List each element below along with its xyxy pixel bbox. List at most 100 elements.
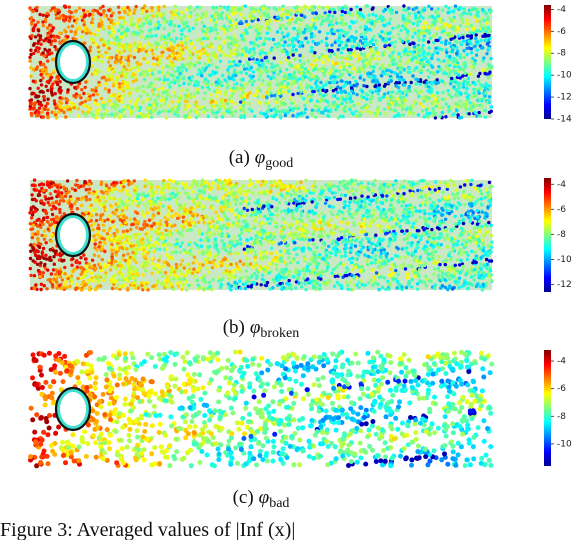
sample-point bbox=[41, 76, 45, 80]
sample-point bbox=[489, 105, 494, 109]
sample-point bbox=[119, 109, 124, 114]
sample-point bbox=[298, 59, 302, 63]
sample-point bbox=[203, 77, 207, 81]
sample-point bbox=[265, 31, 269, 35]
sample-point bbox=[56, 82, 60, 87]
sample-point bbox=[82, 103, 86, 108]
sample-point bbox=[84, 113, 89, 118]
sample-point bbox=[42, 39, 46, 43]
sample-point bbox=[319, 185, 324, 189]
sample-point bbox=[155, 102, 159, 106]
sample-point bbox=[28, 86, 32, 91]
sample-point bbox=[398, 77, 402, 81]
sample-point bbox=[33, 35, 38, 39]
sample-point bbox=[227, 71, 231, 75]
sample-point bbox=[132, 55, 137, 60]
sample-point bbox=[128, 45, 132, 49]
sample-point bbox=[299, 71, 303, 76]
sample-point bbox=[263, 36, 268, 41]
sample-point bbox=[347, 92, 351, 96]
sample-point bbox=[104, 78, 108, 82]
sample-point bbox=[46, 108, 50, 112]
sample-point bbox=[265, 95, 269, 99]
sample-point bbox=[117, 44, 121, 49]
sample-point bbox=[156, 242, 160, 246]
sample-point bbox=[181, 77, 185, 81]
sample-point bbox=[227, 54, 231, 58]
caption-subscript: good bbox=[265, 156, 293, 171]
sample-point bbox=[455, 108, 459, 113]
sample-point bbox=[227, 234, 231, 238]
sample-point bbox=[241, 104, 246, 108]
sample-point bbox=[375, 62, 379, 66]
sample-point bbox=[440, 79, 445, 83]
sample-point bbox=[368, 278, 373, 282]
sample-point bbox=[472, 278, 476, 282]
sample-point bbox=[205, 108, 209, 112]
sample-point bbox=[291, 108, 295, 113]
sample-point bbox=[169, 38, 174, 42]
sample-point bbox=[279, 38, 284, 42]
sample-point bbox=[401, 214, 405, 218]
sample-point bbox=[402, 237, 406, 242]
sample-point bbox=[57, 8, 61, 12]
sample-point bbox=[312, 242, 316, 247]
sample-point bbox=[305, 82, 309, 87]
sample-point bbox=[256, 44, 261, 48]
sample-point bbox=[368, 40, 373, 44]
sample-point bbox=[264, 251, 269, 255]
sample-point bbox=[467, 112, 471, 116]
sample-point bbox=[205, 266, 209, 270]
sample-point bbox=[340, 18, 345, 23]
sample-point bbox=[436, 57, 440, 62]
sample-point bbox=[438, 17, 442, 21]
sample-point bbox=[472, 45, 476, 49]
sample-point bbox=[194, 22, 198, 27]
panel: -4-6-8-10-12-14(a) φgood bbox=[28, 4, 572, 171]
sample-point bbox=[414, 6, 419, 10]
sample-point bbox=[161, 274, 165, 278]
sample-point bbox=[277, 41, 281, 46]
sample-point bbox=[303, 15, 307, 19]
sample-point bbox=[154, 11, 159, 15]
sample-point bbox=[222, 28, 226, 32]
sample-point bbox=[97, 53, 102, 57]
sample-point bbox=[91, 13, 95, 17]
sample-point bbox=[239, 113, 243, 118]
sample-point bbox=[343, 250, 348, 255]
sample-point bbox=[100, 23, 104, 27]
sample-point bbox=[90, 238, 95, 243]
sample-point bbox=[486, 33, 491, 38]
sample-point bbox=[287, 38, 292, 42]
sample-point bbox=[102, 278, 106, 282]
sample-point bbox=[314, 11, 318, 15]
sample-point bbox=[156, 77, 160, 82]
sample-point bbox=[105, 109, 109, 113]
sample-point bbox=[97, 254, 101, 258]
sample-point bbox=[243, 54, 248, 58]
sample-point bbox=[240, 196, 244, 201]
sample-point bbox=[447, 74, 451, 79]
sample-point bbox=[310, 93, 314, 97]
sample-point bbox=[146, 41, 151, 46]
sample-point bbox=[143, 4, 147, 8]
sample-point bbox=[299, 82, 303, 87]
sample-point bbox=[148, 106, 152, 111]
sample-point bbox=[289, 8, 293, 13]
sample-point bbox=[162, 78, 167, 82]
sample-point bbox=[367, 224, 372, 228]
sample-point bbox=[429, 87, 434, 91]
sample-point bbox=[483, 115, 487, 120]
sample-point bbox=[237, 62, 242, 66]
sample-point bbox=[362, 95, 366, 100]
sample-point bbox=[97, 70, 102, 74]
sample-point bbox=[299, 111, 303, 116]
sample-point bbox=[350, 179, 354, 183]
sample-point bbox=[462, 79, 467, 83]
sample-point bbox=[427, 15, 431, 19]
sample-point bbox=[88, 12, 92, 16]
sample-point bbox=[435, 26, 439, 31]
sample-point bbox=[337, 61, 341, 65]
sample-point bbox=[374, 113, 378, 118]
sample-point bbox=[134, 4, 138, 9]
